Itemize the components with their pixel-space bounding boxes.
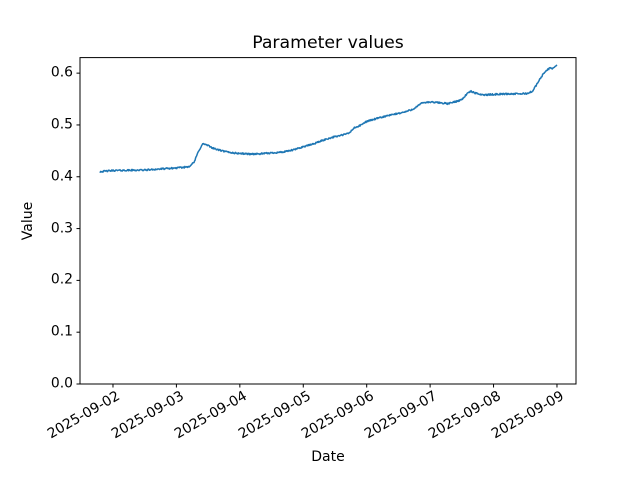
x-axis-label: Date [311,449,345,465]
y-tick-label: 0.6 [50,64,73,81]
y-tick-label: 0.1 [50,323,73,340]
y-tick-label: 0.5 [50,116,73,133]
y-tick-label: 0.0 [50,375,73,392]
y-tick-label: 0.2 [50,272,73,289]
y-tick-label: 0.3 [50,220,73,237]
y-tick-label: 0.4 [50,168,73,185]
chart-title: Parameter values [252,33,404,53]
